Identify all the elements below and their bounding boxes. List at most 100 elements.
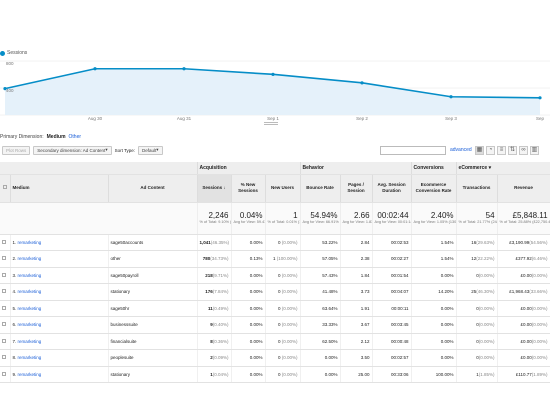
row-checkbox[interactable] (2, 371, 6, 376)
table-row[interactable]: 4. remarketing stationary 176(7.84%) 0.00% 0… (0, 283, 550, 301)
header-sessions[interactable]: Sessions ↓ (197, 174, 232, 203)
row-ad-content[interactable]: stationary (108, 283, 198, 301)
row-sessions-pct: (9.71%) (212, 272, 229, 278)
row-checkbox-cell (0, 366, 11, 383)
row-revenue-pct: (1.89%) (531, 371, 548, 377)
y-tick-800: 800 (6, 61, 14, 66)
row-medium[interactable]: remarketing (17, 256, 42, 262)
row-ad-content[interactable]: other (108, 250, 198, 268)
row-medium[interactable]: remarketing (17, 289, 42, 295)
chart-resize-handle[interactable] (264, 122, 278, 125)
row-sessions-value: 780 (202, 256, 211, 262)
row-revenue-pct: (0.00%) (531, 338, 548, 344)
sessions-point[interactable] (182, 67, 186, 71)
primary-dimension-other[interactable]: Other (68, 134, 82, 140)
header-pages-session[interactable]: Pages / Session (340, 174, 373, 203)
row-ad-content[interactable]: stationary (108, 366, 198, 383)
header-new-sessions[interactable]: % New Sessions (231, 174, 266, 203)
pie-view-icon[interactable]: ◔ (486, 146, 495, 155)
row-checkbox[interactable] (2, 355, 6, 360)
sessions-point[interactable] (360, 81, 364, 85)
row-avg-duration: 00:33:06 (372, 366, 412, 383)
sessions-point[interactable] (538, 96, 542, 100)
table-row[interactable]: 5. remarketing sage50hr 11(0.49%) 0.00% 0 (0… (0, 300, 550, 317)
row-ad-content[interactable]: sage50hr (108, 300, 198, 317)
row-ad-content[interactable]: financialsuite (108, 333, 198, 350)
row-revenue-value: £3,190.99 (509, 239, 530, 245)
comparison-view-icon[interactable]: ⇅ (508, 146, 517, 155)
table-row[interactable]: 8. remarketing peoplesuite 2(0.09%) 0.00% 0 … (0, 349, 550, 367)
table-row[interactable]: 7. remarketing financialsuite 8(0.36%) 0.00… (0, 333, 550, 350)
row-sessions: 218(9.71%) (197, 267, 232, 284)
select-all-checkbox[interactable] (2, 185, 7, 189)
header-avg-duration[interactable]: Avg. Session Duration (372, 174, 412, 203)
row-revenue-pct: (0.00%) (531, 305, 548, 311)
row-sessions-value: 2 (210, 355, 213, 361)
row-medium[interactable]: remarketing (17, 338, 42, 344)
table-toolbar: Plot Rows Secondary dimension: Ad Conten… (2, 145, 548, 155)
primary-dimension-medium[interactable]: Medium (46, 134, 66, 140)
row-checkbox[interactable] (2, 239, 6, 244)
table-row[interactable]: 6. remarketing businesssuite 9(0.40%) 0.00%… (0, 316, 550, 334)
sessions-point[interactable] (93, 67, 97, 71)
row-medium[interactable]: remarketing (17, 272, 42, 278)
row-bounce-rate: 0.00% (300, 349, 341, 367)
row-revenue-value: £377.92 (515, 256, 532, 262)
row-new-users-value: 0 (277, 239, 281, 245)
row-new-users: 0 (0.00%) (265, 267, 301, 284)
performance-view-icon[interactable]: ≡ (497, 146, 506, 155)
sessions-chart[interactable] (0, 47, 550, 125)
header-conversion-rate[interactable]: Ecommerce Conversion Rate (411, 174, 457, 203)
header-transactions[interactable]: Transactions (456, 174, 498, 203)
table-body: 1. remarketing sage50accounts 1,041(46.35%… (0, 234, 550, 383)
sessions-point[interactable] (449, 95, 453, 99)
row-checkbox[interactable] (2, 256, 6, 261)
row-new-users: 0 (0.00%) (265, 366, 301, 383)
row-ad-content[interactable]: sage50accounts (108, 234, 198, 251)
row-revenue-value: £0.00 (520, 305, 532, 311)
row-checkbox[interactable] (2, 289, 6, 294)
data-table-view-icon[interactable]: ▦ (475, 146, 484, 155)
header-ad-content[interactable]: Ad Content (108, 174, 198, 203)
advanced-filter-link[interactable]: advanced (450, 147, 472, 153)
header-revenue[interactable]: Revenue (497, 174, 550, 203)
row-medium[interactable]: remarketing (17, 239, 42, 245)
row-number: 2. (12, 256, 17, 262)
row-number: 7. (12, 338, 17, 344)
row-checkbox[interactable] (2, 305, 6, 310)
row-checkbox[interactable] (2, 322, 6, 327)
table-row[interactable]: 1. remarketing sage50accounts 1,041(46.35%… (0, 234, 550, 251)
row-number: 4. (12, 289, 17, 295)
row-revenue-value: £0.00 (520, 272, 532, 278)
table-row[interactable]: 2. remarketing other 780(34.73%) 0.13% 1 (10… (0, 250, 550, 268)
row-medium-cell: 2. remarketing (10, 250, 109, 268)
row-transactions: 1(1.85%) (456, 366, 498, 383)
chart-legend[interactable]: Sessions (0, 50, 27, 56)
row-checkbox[interactable] (2, 272, 6, 277)
group-ecommerce-select[interactable]: eCommerce ▾ (456, 162, 550, 175)
sessions-point[interactable] (271, 72, 275, 76)
row-checkbox[interactable] (2, 338, 6, 343)
row-new-users-pct: (0.00%) (281, 305, 298, 311)
sessions-point[interactable] (3, 87, 7, 91)
table-row[interactable]: 9. remarketing stationary 1(0.04%) 0.00% 0 (… (0, 366, 550, 383)
row-revenue: £1,968.43(33.66%) (497, 283, 550, 301)
term-cloud-view-icon[interactable]: ∞ (519, 146, 528, 155)
table-row[interactable]: 3. remarketing sage50payroll 218(9.71%) 0.0… (0, 267, 550, 284)
sort-type-dropdown[interactable]: Default ▾ (138, 145, 163, 155)
row-medium[interactable]: remarketing (17, 355, 42, 361)
header-medium[interactable]: Medium (10, 174, 109, 203)
header-bounce-rate[interactable]: Bounce Rate (300, 174, 341, 203)
table-search-input[interactable] (380, 146, 446, 155)
row-trans-pct: (0.00%) (478, 338, 495, 344)
row-ad-content[interactable]: sage50payroll (108, 267, 198, 284)
secondary-dimension-dropdown[interactable]: Secondary dimension: Ad Content ▾ (33, 145, 112, 155)
plot-rows-button[interactable]: Plot Rows (2, 145, 31, 155)
pivot-view-icon[interactable]: ▥ (530, 146, 539, 155)
row-ad-content[interactable]: peoplesuite (108, 349, 198, 367)
header-new-users[interactable]: New Users (265, 174, 301, 203)
row-medium[interactable]: remarketing (17, 305, 42, 311)
row-medium[interactable]: remarketing (17, 371, 42, 377)
row-ad-content[interactable]: businesssuite (108, 316, 198, 334)
row-medium[interactable]: remarketing (17, 322, 42, 328)
